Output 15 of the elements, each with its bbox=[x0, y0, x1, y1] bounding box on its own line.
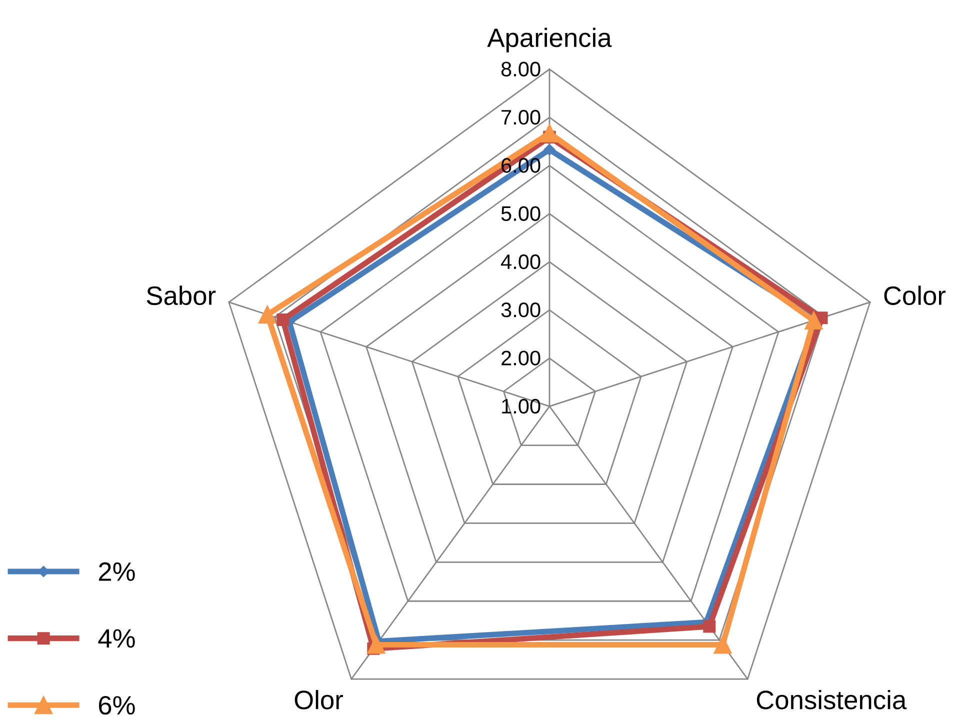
legend-label: 2% bbox=[98, 562, 135, 581]
y-tick-label: 3.00 bbox=[501, 302, 540, 318]
spoke-label: Apariencia bbox=[487, 28, 612, 52]
legend-label: 6% bbox=[98, 696, 135, 715]
legend-label: 4% bbox=[98, 629, 135, 648]
y-tick-label: 2.00 bbox=[502, 350, 540, 366]
y-tick-label: 8.00 bbox=[501, 62, 540, 76]
y-tick-label: 1.00 bbox=[502, 398, 540, 414]
spoke-label: Olor bbox=[294, 690, 343, 710]
y-tick-label: 7.00 bbox=[502, 110, 540, 125]
spoke-label: Color bbox=[884, 286, 946, 306]
y-tick-label: 5.00 bbox=[501, 206, 540, 221]
y-tick-label: 4.00 bbox=[500, 254, 540, 270]
spoke-label: Sabor bbox=[146, 286, 216, 306]
spoke-label: Consistencia bbox=[756, 690, 907, 710]
